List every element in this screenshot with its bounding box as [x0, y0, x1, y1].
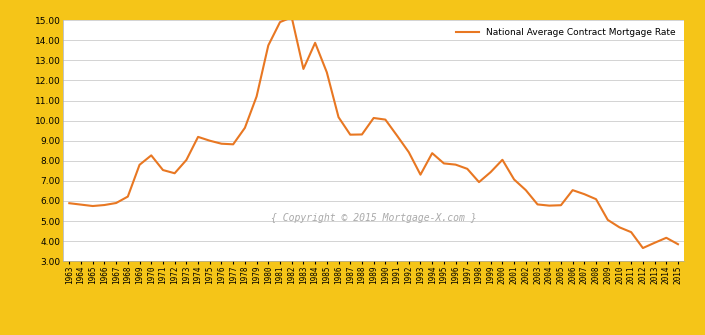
Legend: National Average Contract Mortgage Rate: National Average Contract Mortgage Rate	[453, 24, 680, 41]
Text: { Copyright © 2015 Mortgage-X.com }: { Copyright © 2015 Mortgage-X.com }	[271, 213, 477, 223]
